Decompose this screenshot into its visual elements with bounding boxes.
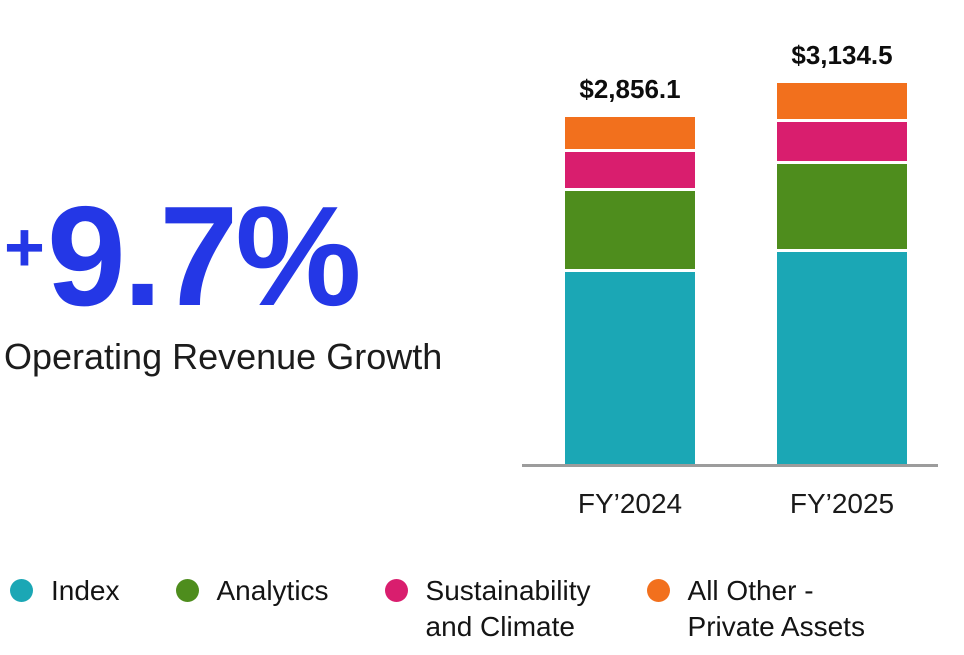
segment-index-fy-2025 bbox=[777, 249, 907, 464]
legend-dot-index bbox=[10, 579, 33, 602]
legend-dot-analytics bbox=[175, 579, 199, 602]
segment-sustainability-and-climate-fy-2025 bbox=[777, 119, 907, 161]
x-axis-label-fy-2024: FY’2024 bbox=[577, 488, 683, 519]
segment-index-fy-2024 bbox=[565, 269, 695, 464]
legend-dot-sustainability-and-climate bbox=[384, 579, 408, 602]
stacked-bar-fy-2024 bbox=[565, 117, 695, 464]
plus-sign: + bbox=[4, 208, 45, 286]
segment-all-other-private-assets-fy-2025 bbox=[777, 83, 907, 119]
segment-sustainability-and-climate-fy-2024 bbox=[565, 149, 695, 188]
legend-item-analytics: Analytics bbox=[175, 573, 329, 609]
growth-value: 9.7% bbox=[46, 177, 362, 336]
legend-label: All Other - Private Assets bbox=[687, 575, 865, 643]
legend-label: Analytics bbox=[216, 575, 329, 606]
x-axis-line bbox=[522, 464, 938, 467]
x-axis-label-fy-2025: FY’2025 bbox=[789, 488, 895, 519]
legend-label: Sustainability and Climate bbox=[425, 575, 591, 643]
growth-percentage: +9.7% bbox=[4, 186, 442, 328]
growth-label: Operating Revenue Growth bbox=[4, 336, 443, 377]
growth-headline: +9.7% Operating Revenue Growth bbox=[4, 186, 442, 378]
legend-item-all-other-private-assets: All Other - Private Assets bbox=[646, 573, 865, 646]
chart-plot-area: $2,856.1 $3,134.5 bbox=[522, 0, 938, 464]
segment-analytics-fy-2024 bbox=[565, 188, 695, 269]
legend-label: Index bbox=[51, 575, 120, 606]
chart-legend: Index Analytics Sustainability and Climate… bbox=[10, 573, 865, 646]
stacked-bar-chart: $2,856.1 $3,134.5 FY’2024 FY’2025 bbox=[522, 0, 938, 545]
segment-all-other-private-assets-fy-2024 bbox=[565, 117, 695, 149]
segment-analytics-fy-2025 bbox=[777, 161, 907, 249]
legend-item-sustainability-and-climate: Sustainability and Climate bbox=[384, 573, 591, 646]
bar-total-label-fy-2024: $2,856.1 bbox=[579, 74, 681, 104]
legend-dot-all-other-private-assets bbox=[646, 579, 670, 602]
legend-item-index: Index bbox=[10, 573, 120, 609]
stacked-bar-fy-2025 bbox=[777, 83, 907, 464]
bar-total-label-fy-2025: $3,134.5 bbox=[791, 40, 893, 70]
